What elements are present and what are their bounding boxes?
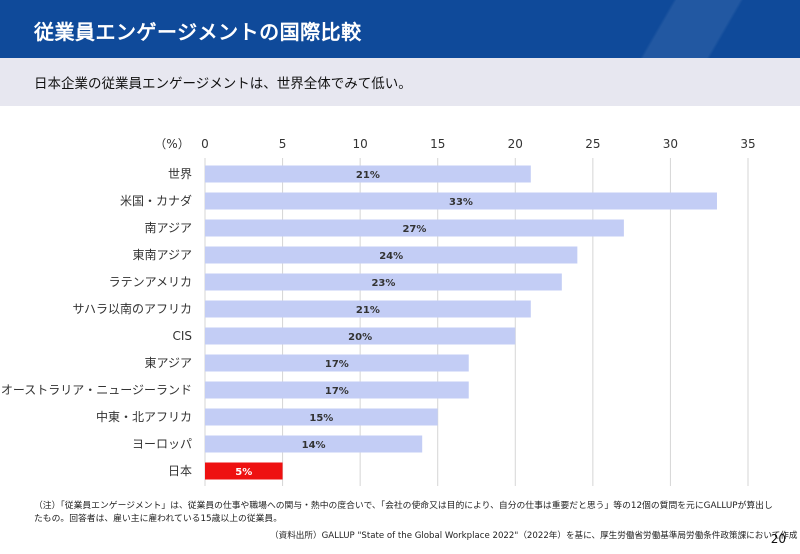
data-label: 17%	[325, 386, 349, 397]
data-label: 21%	[356, 305, 380, 316]
page-number: 20	[770, 532, 786, 546]
category-label: CIS	[172, 329, 192, 343]
category-label: 東アジア	[144, 356, 192, 370]
page-title: 従業員エンゲージメントの国際比較	[34, 20, 362, 44]
subtitle-bar: 日本企業の従業員エンゲージメントは、世界全体でみて低い。	[0, 58, 800, 106]
bar	[205, 192, 717, 210]
data-label: 15%	[309, 413, 333, 424]
source-note: （資料出所）GALLUP "State of the Global Workpl…	[270, 531, 798, 541]
category-label: ラテンアメリカ	[109, 275, 192, 289]
data-labels: 21% 33% 27% 24% 23% 21% 20% 17% 17% 15% 14% 5%	[235, 170, 473, 478]
bar	[205, 273, 562, 291]
bar	[205, 354, 469, 372]
page-subtitle: 日本企業の従業員エンゲージメントは、世界全体でみて低い。	[34, 76, 412, 92]
bar	[205, 327, 516, 345]
x-tick-label: 20	[508, 137, 523, 151]
x-tick-label: 25	[585, 137, 600, 151]
bar-chart: （%） 0 5 10 15 20 25 30 35 世界米国・カナダ南アジア東南アジアラテンア…	[1, 137, 756, 486]
category-label: 東南アジア	[132, 247, 192, 262]
data-label: 21%	[356, 170, 380, 181]
category-label: 日本	[168, 464, 192, 478]
data-label: 14%	[302, 440, 326, 451]
category-label: ヨーロッパ	[132, 437, 192, 451]
header-decoration	[540, 0, 800, 58]
x-axis-ticks: 0 5 10 15 20 25 30 35	[201, 137, 755, 151]
bar	[205, 300, 531, 318]
data-label: 17%	[325, 359, 349, 370]
bar	[205, 246, 578, 264]
x-tick-label: 15	[430, 137, 445, 151]
x-tick-label: 35	[740, 137, 755, 151]
unit-label: （%）	[154, 137, 189, 151]
x-tick-label: 30	[663, 137, 678, 151]
category-label: 南アジア	[144, 220, 192, 235]
grid-lines	[204, 158, 749, 486]
x-tick-label: 10	[353, 137, 368, 151]
data-label: 20%	[348, 332, 372, 343]
category-label: オーストラリア・ニュージーランド	[1, 383, 192, 397]
bar	[205, 381, 469, 399]
category-label: 世界	[168, 167, 192, 181]
bar	[205, 219, 624, 237]
data-label: 24%	[379, 251, 403, 262]
footnote: （注）「従業員エンゲージメント」は、従業員の仕事や職場への関与・熱中の度合いで、…	[34, 501, 773, 524]
data-label: 5%	[235, 467, 252, 478]
bar	[205, 462, 283, 480]
category-label: 米国・カナダ	[120, 193, 192, 208]
header-bar: 従業員エンゲージメントの国際比較	[0, 0, 800, 58]
bar	[205, 408, 438, 426]
category-label: サハラ以南のアフリカ	[72, 301, 192, 316]
data-label: 23%	[371, 278, 395, 289]
category-label: 中東・北アフリカ	[96, 409, 192, 424]
bars	[205, 165, 717, 480]
bar	[205, 435, 423, 453]
x-tick-label: 5	[279, 137, 287, 151]
data-label: 33%	[449, 197, 473, 208]
bar	[205, 165, 531, 183]
data-label: 27%	[402, 224, 426, 235]
x-tick-label: 0	[201, 137, 209, 151]
